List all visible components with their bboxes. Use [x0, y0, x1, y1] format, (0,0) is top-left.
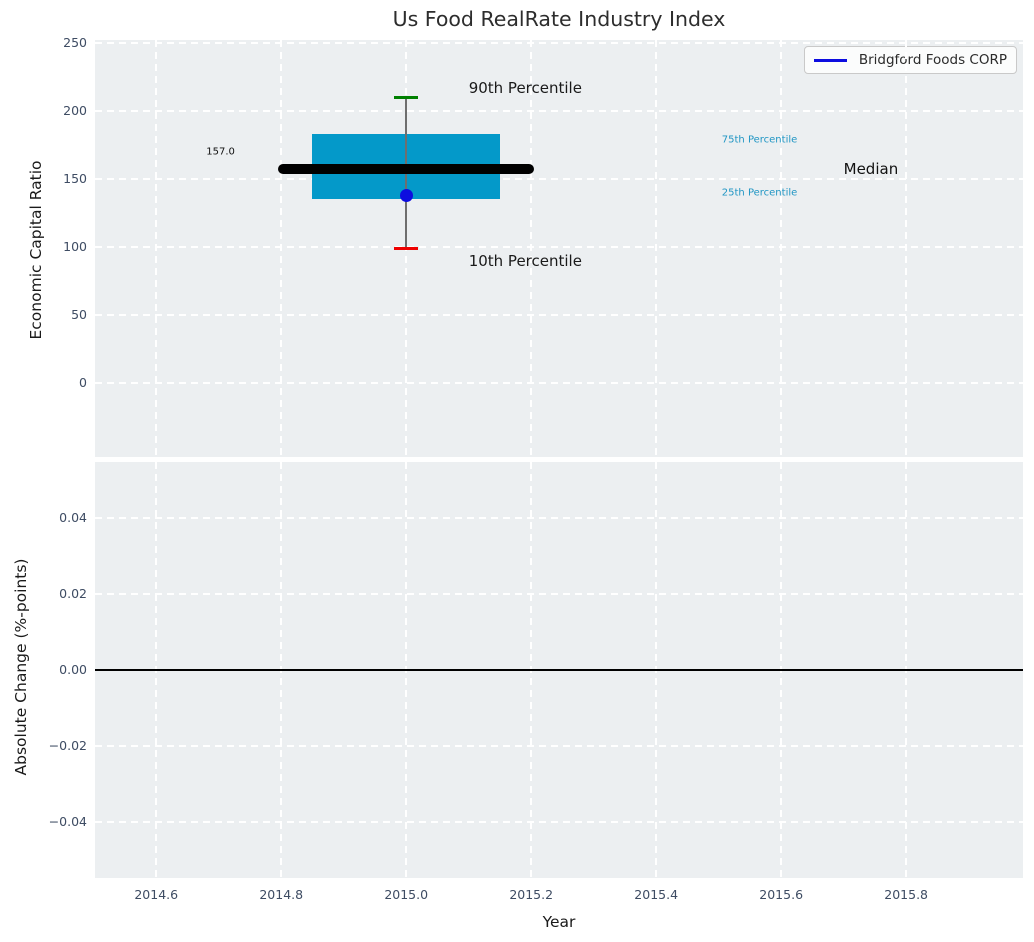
- y-tick-label: 50: [71, 307, 87, 322]
- p10-whisker-cap: [394, 246, 419, 250]
- y-tick-label: 250: [63, 34, 87, 50]
- x-gridline: [655, 40, 657, 457]
- annotation-p10-label: 10th Percentile: [468, 251, 582, 270]
- annotation-p75-label: 75th Percentile: [721, 134, 798, 146]
- annotation-median-label: Median: [843, 160, 899, 179]
- x-gridline: [905, 40, 907, 457]
- x-tick-label: 2015.8: [884, 887, 929, 902]
- x-gridline: [280, 40, 283, 457]
- x-gridline: [780, 40, 782, 457]
- annotation-median-value-label: 157.0: [206, 146, 235, 158]
- y-tick-label: 100: [63, 239, 87, 254]
- bottom-axes: [95, 462, 1023, 878]
- legend-label: Bridgford Foods CORP: [858, 52, 1007, 68]
- y-tick-label: 0.00: [59, 662, 87, 677]
- y-tick-label: −0.04: [48, 814, 87, 830]
- p90-whisker-cap: [394, 95, 419, 99]
- y-gridline: [95, 246, 1023, 248]
- y-gridline: [95, 110, 1023, 112]
- y-gridline: [95, 745, 1023, 747]
- y-gridline: [95, 42, 1023, 44]
- y-tick-label: 150: [63, 171, 87, 186]
- x-tick-label: 2015.6: [759, 887, 804, 902]
- zero-reference-line: [95, 669, 1023, 671]
- y-gridline: [95, 593, 1023, 595]
- y-tick-label: 0.04: [59, 509, 87, 525]
- chart-title: Us Food RealRate Industry Index: [392, 7, 726, 31]
- x-tick-label: 2014.6: [134, 887, 179, 902]
- y-tick-label: −0.02: [48, 738, 87, 754]
- y-gridline: [95, 314, 1023, 316]
- x-tick-label: 2015.2: [509, 887, 554, 902]
- x-gridline: [155, 40, 158, 457]
- y-tick-label: 0.02: [59, 585, 87, 601]
- y-gridline: [95, 178, 1023, 180]
- y-gridline: [95, 382, 1023, 384]
- x-tick-label: 2014.8: [259, 887, 304, 902]
- legend-line-swatch: [813, 58, 847, 62]
- y-gridline: [95, 517, 1023, 519]
- annotation-p90-label: 90th Percentile: [468, 78, 582, 97]
- x-gridline: [530, 40, 532, 457]
- company-data-point: [399, 188, 413, 202]
- y-gridline: [95, 821, 1023, 823]
- annotation-p25-label: 25th Percentile: [721, 187, 798, 199]
- y-tick-label: 200: [63, 102, 87, 118]
- top-axes: Bridgford Foods CORP 157.0 90th Percentil…: [95, 40, 1023, 457]
- legend: Bridgford Foods CORP: [803, 46, 1017, 74]
- x-tick-label: 2015.4: [634, 887, 679, 902]
- x-axis-label: Year: [542, 913, 576, 931]
- median-line: [278, 164, 535, 175]
- x-tick-label: 2015.0: [384, 887, 429, 902]
- y-tick-label: 0: [79, 375, 87, 390]
